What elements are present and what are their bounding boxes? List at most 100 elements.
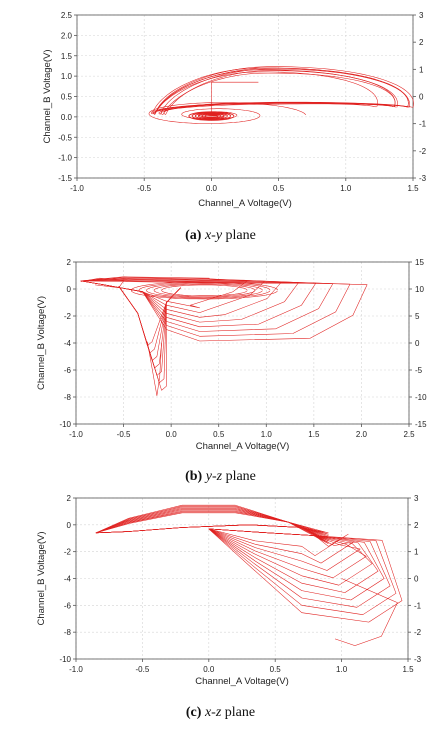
y-tick-label: -10 — [59, 420, 71, 429]
y2-tick-label: 1 — [419, 65, 424, 74]
x-axis-label: Channel_A Voltage(V) — [196, 441, 289, 452]
trajectory-curve — [153, 283, 256, 297]
y2-tick-label: 1 — [414, 548, 419, 557]
trajectory — [80, 276, 368, 396]
trajectory-curve — [146, 283, 263, 298]
x-tick-label: -0.5 — [136, 665, 150, 674]
x-tick-label: 0.0 — [203, 665, 215, 674]
y-tick-label: -1.5 — [58, 174, 72, 183]
y-tick-label: -2 — [64, 312, 72, 321]
y-axis-label: Channel_B Voltage(V) — [36, 531, 47, 625]
y2-tick-label: 15 — [415, 258, 424, 267]
y2-tick-label: 0 — [414, 575, 419, 584]
x-tick-label: 2.0 — [356, 430, 368, 439]
y-tick-label: -1.0 — [58, 154, 72, 163]
x-axis-label: Channel_A Voltage(V) — [195, 676, 288, 687]
trajectory-curve — [147, 341, 162, 396]
y-tick-label: -8 — [64, 393, 72, 402]
grid — [76, 14, 414, 179]
caption-plane: y-z — [205, 469, 223, 484]
y2-tick-label: 3 — [419, 11, 424, 20]
x-tick-label: 0.5 — [270, 665, 282, 674]
chart-panel-yz: -1.0 -0.5 0.0 0.5 1.0 1.5 2.0 2.5 -10 -8 -6 -4 -2 0 2 -… — [36, 258, 427, 452]
y2-tick-label: -3 — [419, 174, 427, 183]
y2-tick-label: 10 — [415, 285, 424, 294]
caption-label: (a) — [185, 228, 202, 243]
trajectory-curve — [201, 113, 222, 119]
y2-tick-label: 0 — [419, 93, 424, 102]
x-tick-label: 0.0 — [206, 184, 218, 193]
y-axis-label: Channel_B Voltage(V) — [36, 296, 47, 390]
x-tick-label: 0.5 — [273, 184, 285, 193]
y-tick-label: 2 — [67, 258, 72, 267]
trajectory-curve — [118, 286, 181, 391]
trajectory-curve — [208, 528, 403, 623]
x-tick-label: 1.5 — [402, 665, 414, 674]
x-tick-label: 1.5 — [308, 430, 320, 439]
trajectory-curve — [160, 72, 396, 115]
trajectory-curve — [138, 282, 271, 299]
caption-label: (c) — [185, 705, 202, 720]
trajectory-curve — [194, 112, 228, 120]
caption-plane: x-z — [204, 705, 222, 720]
y2-tick-label: -1 — [419, 120, 427, 129]
y-tick-label: 0.0 — [61, 113, 73, 122]
trajectory-curve — [208, 528, 367, 579]
y-tick-label: 1.0 — [61, 72, 73, 81]
y-tick-label: 2 — [67, 494, 72, 503]
x-tick-label: -0.5 — [117, 430, 131, 439]
caption-xz: (c) x-z plane — [0, 705, 441, 721]
y-tick-label: -4 — [64, 339, 72, 348]
y-tick-label: 0 — [67, 285, 72, 294]
x-tick-label: 1.5 — [407, 184, 419, 193]
y2-tick-label: 2 — [419, 38, 424, 47]
x-tick-label: 1.0 — [336, 665, 348, 674]
caption-xy: (a) x-y plane — [0, 228, 441, 244]
x-tick-label: 0.0 — [166, 430, 178, 439]
y2-tick-label: -15 — [415, 420, 427, 429]
y-tick-label: 0 — [67, 521, 72, 530]
x-tick-label: 1.0 — [261, 430, 273, 439]
x-tick-label: -1.0 — [70, 184, 84, 193]
y2-tick-label: 3 — [414, 494, 419, 503]
y2-tick-label: -2 — [414, 628, 422, 637]
y2-tick-label: -1 — [414, 601, 422, 610]
trajectory-curve — [80, 277, 124, 288]
y2-tick-label: -10 — [415, 393, 427, 402]
trajectory-curve — [198, 113, 225, 119]
y2-tick-label: -3 — [414, 655, 422, 664]
x-tick-label: -1.0 — [69, 665, 83, 674]
chart-panel-xz: -1.0 -0.5 0.0 0.5 1.0 1.5-10-8-6-4-202-3-2-10… — [36, 494, 422, 687]
trajectory-curve — [211, 81, 259, 115]
y-tick-label: 1.5 — [61, 52, 73, 61]
x-tick-label: 1.0 — [340, 184, 352, 193]
x-tick-label: -1.0 — [69, 430, 83, 439]
y-tick-label: -10 — [59, 655, 71, 664]
x-tick-label: 2.5 — [403, 430, 415, 439]
trajectory-curve — [153, 67, 409, 115]
y-axis-label: Channel_B Voltage(V) — [42, 49, 53, 143]
y2-tick-label: 0 — [415, 339, 420, 348]
y-tick-label: -2 — [64, 548, 72, 557]
trajectory-curve — [208, 528, 391, 608]
y-tick-label: 0.5 — [61, 93, 73, 102]
trajectory-curve — [334, 578, 398, 646]
y-tick-label: -8 — [64, 628, 72, 637]
y-tick-label: -6 — [64, 366, 72, 375]
trajectory-curve — [161, 284, 248, 296]
y-tick-label: 2.0 — [61, 31, 73, 40]
trajectory-curve — [188, 111, 235, 121]
caption-plane: x-y — [204, 228, 223, 243]
trajectory-curve — [208, 528, 355, 564]
x-tick-label: -0.5 — [137, 184, 151, 193]
caption-label: (b) — [185, 469, 203, 484]
trajectory — [95, 504, 403, 646]
trajectory-curve — [191, 111, 232, 121]
y2-tick-label: 5 — [415, 312, 420, 321]
caption-suffix: plane — [224, 705, 256, 720]
y-tick-label: 2.5 — [61, 11, 73, 20]
chart-panel-xy: -1.0 -0.5 0.0 0.5 1.0 1.5-1.5-1.0-0.50.00.51.… — [42, 11, 427, 209]
trajectory-curve — [130, 281, 278, 300]
x-tick-label: 0.5 — [213, 430, 225, 439]
x-axis-label: Channel_A Voltage(V) — [198, 198, 291, 209]
